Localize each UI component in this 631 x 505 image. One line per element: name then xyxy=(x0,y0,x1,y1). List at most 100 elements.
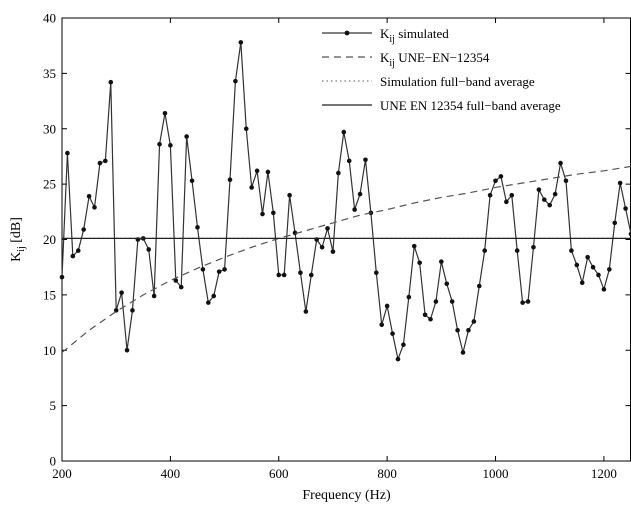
data-point xyxy=(75,248,81,253)
data-point xyxy=(92,205,97,210)
data-point xyxy=(601,287,607,292)
legend-label: Kij simulated xyxy=(380,26,449,45)
data-point xyxy=(178,284,184,290)
data-point xyxy=(271,210,276,216)
data-point xyxy=(531,244,536,250)
data-point xyxy=(216,269,222,274)
y-tick-label: 25 xyxy=(43,177,56,192)
data-point xyxy=(233,78,238,84)
data-point xyxy=(374,270,379,276)
data-point xyxy=(86,194,92,199)
data-point xyxy=(406,294,412,300)
data-point xyxy=(547,202,553,208)
legend-label: UNE EN 12354 full−band average xyxy=(380,98,561,113)
data-point xyxy=(146,247,151,252)
data-point xyxy=(65,150,70,156)
data-point xyxy=(493,178,498,184)
data-point xyxy=(308,272,314,278)
data-point xyxy=(536,187,542,192)
x-tick-label: 1000 xyxy=(483,466,509,481)
series-line-kij-une-en-12354 xyxy=(61,165,631,353)
data-point xyxy=(574,262,580,268)
data-point xyxy=(336,170,341,176)
data-point xyxy=(466,328,471,333)
data-point xyxy=(498,174,504,179)
series-line-kij-simulated xyxy=(61,41,631,360)
data-point xyxy=(195,225,200,230)
data-point xyxy=(482,248,487,253)
data-point xyxy=(607,267,612,272)
data-point xyxy=(103,158,108,164)
data-point xyxy=(124,347,130,353)
data-point xyxy=(260,211,265,217)
legend: Kij simulated Kij UNE−EN−12354 Simulation … xyxy=(322,26,561,113)
data-point xyxy=(162,110,168,116)
data-point xyxy=(227,177,233,182)
data-point xyxy=(525,299,531,304)
data-point xyxy=(433,299,439,304)
data-point xyxy=(579,280,585,285)
data-point xyxy=(628,231,631,237)
data-point xyxy=(173,278,179,283)
data-point xyxy=(623,206,628,211)
data-point xyxy=(363,157,368,163)
data-point xyxy=(254,168,260,174)
data-point xyxy=(460,350,466,355)
data-point xyxy=(552,191,558,197)
data-point xyxy=(444,281,450,287)
data-point xyxy=(341,129,347,135)
legend-label: Simulation full−band average xyxy=(380,74,535,89)
data-point xyxy=(504,199,509,205)
data-point xyxy=(585,254,590,260)
data-point xyxy=(70,253,76,259)
data-point xyxy=(569,248,574,253)
data-point xyxy=(249,185,254,190)
y-tick-label: 15 xyxy=(43,287,56,302)
data-point xyxy=(298,270,303,276)
data-point xyxy=(379,322,385,328)
data-point xyxy=(211,293,217,299)
data-point xyxy=(617,180,623,186)
y-tick-label: 30 xyxy=(43,121,56,136)
data-point xyxy=(509,192,515,198)
data-point xyxy=(287,192,292,198)
data-point xyxy=(514,248,520,253)
data-point xyxy=(422,312,428,318)
data-point xyxy=(520,300,525,305)
data-point xyxy=(476,283,482,289)
data-point xyxy=(206,300,211,305)
data-point xyxy=(184,134,189,139)
data-point xyxy=(119,290,124,295)
data-point xyxy=(319,244,325,250)
data-point xyxy=(596,272,601,278)
data-point xyxy=(330,249,336,254)
data-point xyxy=(346,158,352,164)
y-axis-title: Kij [dB] xyxy=(9,217,27,262)
data-point xyxy=(439,259,444,264)
data-point xyxy=(281,272,287,278)
axes: 200 400 600 800 1000 1200 0 5 10 15 20 25 30 35 40 Freq… xyxy=(9,11,631,503)
x-tick-label: 400 xyxy=(161,466,181,481)
legend-marker xyxy=(344,30,350,36)
data-point xyxy=(455,328,460,333)
data-point xyxy=(200,267,206,272)
data-point xyxy=(265,169,271,175)
y-tick-label: 40 xyxy=(43,11,56,26)
data-point xyxy=(325,226,330,231)
data-point xyxy=(590,264,596,270)
data-point xyxy=(449,299,455,304)
data-point xyxy=(303,309,309,314)
plot-frame xyxy=(61,17,631,462)
data-point xyxy=(168,143,173,148)
data-point xyxy=(113,308,119,313)
x-tick-label: 1200 xyxy=(591,466,617,481)
data-point xyxy=(563,178,569,184)
plot-area xyxy=(59,40,631,362)
data-point xyxy=(59,274,65,280)
legend-label: Kij UNE−EN−12354 xyxy=(380,50,490,69)
data-point xyxy=(384,303,390,309)
y-tick-label: 35 xyxy=(43,66,56,81)
data-point xyxy=(428,316,433,322)
data-point xyxy=(417,260,422,266)
data-point xyxy=(157,141,162,147)
